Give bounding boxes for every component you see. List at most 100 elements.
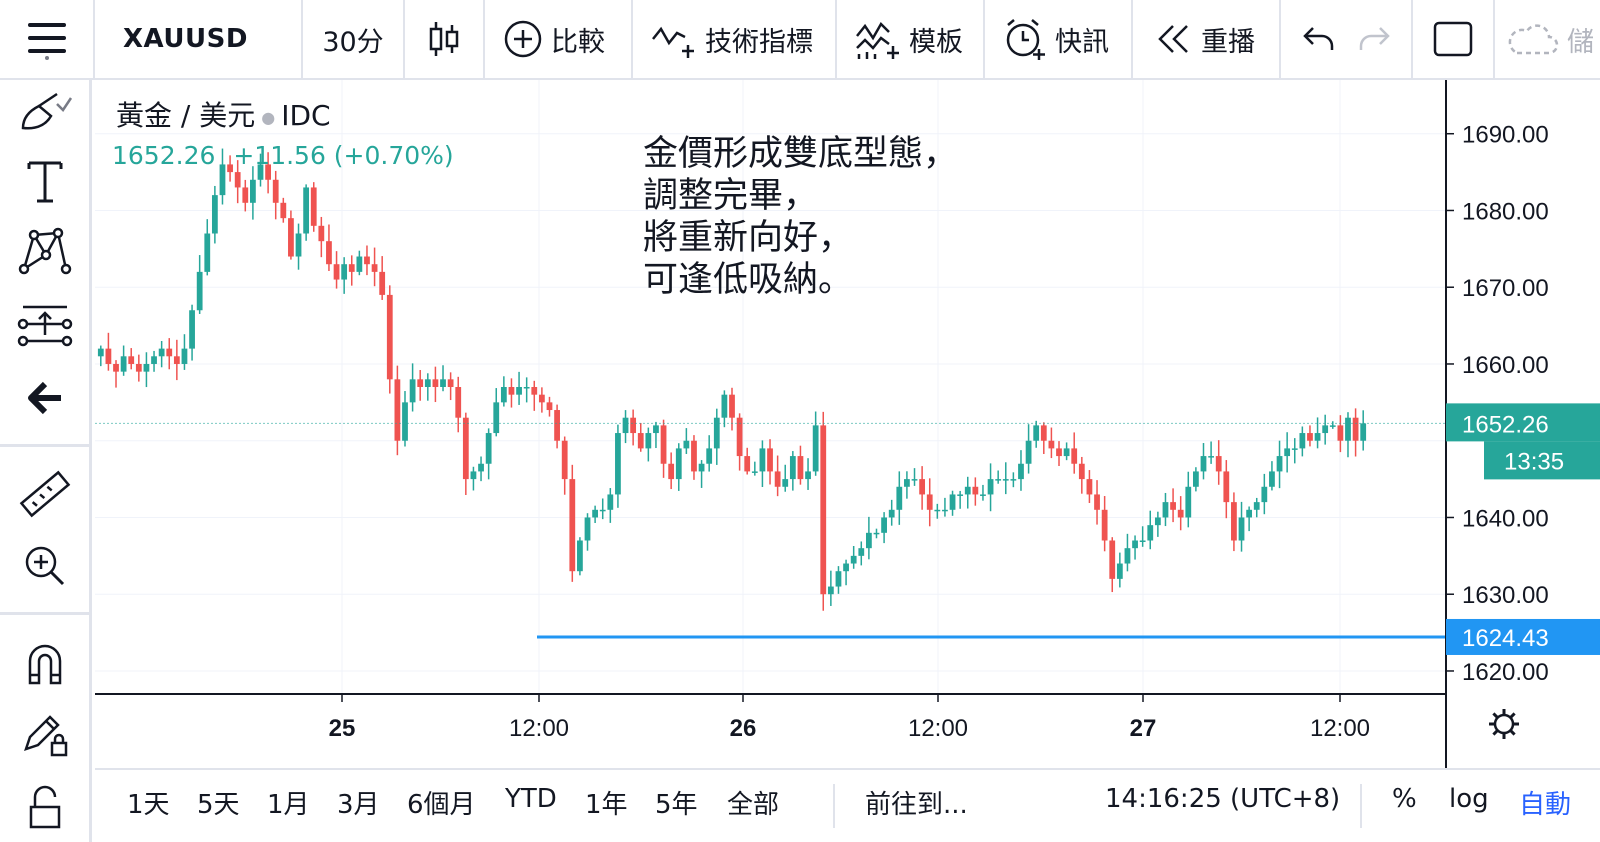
candle bbox=[105, 348, 112, 364]
candle bbox=[1208, 456, 1214, 458]
symbol-search-button[interactable]: XAUUSD bbox=[95, 0, 303, 78]
candle bbox=[751, 471, 758, 473]
range-button[interactable]: 6個月 bbox=[407, 790, 476, 820]
redo-icon[interactable] bbox=[1357, 24, 1391, 54]
price-chart[interactable]: 1690.00 1680.00 1670.00 1660.00 1640.00 1630.… bbox=[95, 80, 1600, 768]
chart-annotation-text[interactable]: 金價形成雙底型態， 調整完畢， 將重新向好， 可逢低吸納。 bbox=[643, 134, 959, 300]
indicator-icon bbox=[652, 26, 694, 58]
price-tick-label: 1640.00 bbox=[1462, 505, 1549, 532]
zoom-in-tool[interactable] bbox=[10, 536, 80, 596]
last-price-badge bbox=[1446, 403, 1600, 442]
range-button[interactable]: 1天 bbox=[127, 790, 170, 820]
candle bbox=[1360, 423, 1367, 441]
candle bbox=[128, 356, 135, 364]
auto-scale-button[interactable]: 自動 bbox=[1519, 790, 1572, 820]
candle bbox=[424, 379, 431, 387]
brush-tool[interactable] bbox=[10, 82, 80, 142]
range-button[interactable]: 全部 bbox=[727, 790, 780, 820]
candle bbox=[729, 394, 735, 418]
candle bbox=[265, 164, 271, 180]
candle bbox=[1048, 440, 1055, 449]
candle bbox=[622, 417, 629, 434]
candle bbox=[865, 532, 872, 549]
settings-gear-tooth bbox=[1509, 729, 1516, 736]
replay-button[interactable]: 重播 bbox=[1133, 0, 1281, 78]
range-button[interactable]: 1年 bbox=[585, 790, 628, 820]
candle bbox=[1147, 525, 1154, 541]
settings-gear-tooth bbox=[1492, 729, 1499, 736]
candle bbox=[318, 225, 325, 242]
percent-scale-button[interactable]: % bbox=[1392, 784, 1417, 814]
candle bbox=[569, 479, 576, 572]
candle bbox=[881, 517, 887, 533]
prediction-tool[interactable] bbox=[10, 294, 80, 354]
candle bbox=[805, 471, 811, 480]
candle bbox=[1337, 425, 1344, 441]
candle bbox=[1056, 448, 1062, 457]
text-icon bbox=[27, 161, 63, 203]
range-button[interactable]: 5年 bbox=[655, 790, 698, 820]
xabcd-pattern-icon bbox=[18, 227, 72, 275]
time-tick-label: 27 bbox=[1130, 715, 1157, 742]
candle bbox=[850, 555, 857, 564]
candle bbox=[211, 195, 218, 234]
zoom-in-icon bbox=[25, 546, 65, 586]
hide-toolbar-button[interactable] bbox=[10, 368, 80, 428]
candle bbox=[835, 571, 842, 587]
candle bbox=[584, 517, 591, 541]
candle bbox=[1086, 479, 1093, 495]
undo-icon[interactable] bbox=[1302, 24, 1336, 54]
clock-timezone[interactable]: 14:16:25 (UTC+8) bbox=[1105, 784, 1341, 814]
candle bbox=[280, 202, 287, 219]
magnet-tool[interactable] bbox=[10, 634, 80, 694]
candle bbox=[645, 433, 652, 449]
candle bbox=[858, 548, 865, 556]
candle bbox=[577, 540, 583, 572]
goto-date-button[interactable]: 前往到... bbox=[865, 790, 968, 820]
menu-button[interactable] bbox=[0, 0, 95, 78]
text-tool[interactable] bbox=[10, 152, 80, 212]
candle bbox=[1071, 448, 1078, 464]
last-price-label: 1652.26 bbox=[1462, 411, 1549, 438]
candle bbox=[531, 387, 538, 395]
candle bbox=[356, 256, 363, 272]
range-button[interactable]: YTD bbox=[505, 784, 557, 814]
measure-tool[interactable] bbox=[10, 464, 80, 524]
candle bbox=[873, 532, 880, 535]
candle bbox=[166, 348, 173, 357]
drawing-toolbar bbox=[0, 80, 92, 842]
log-scale-button[interactable]: log bbox=[1449, 784, 1489, 814]
candle bbox=[1040, 425, 1047, 441]
candle bbox=[1200, 456, 1207, 472]
range-button[interactable]: 1月 bbox=[267, 790, 310, 820]
top-toolbar: XAUUSD 30分 比較 bbox=[0, 0, 1600, 80]
chart-style-button[interactable] bbox=[405, 0, 485, 78]
candle bbox=[843, 563, 849, 572]
candle bbox=[1193, 471, 1199, 487]
chart-legend: 黃金 / 美元 ● IDC bbox=[116, 94, 331, 134]
replay-label: 重播 bbox=[1201, 26, 1255, 58]
templates-button[interactable]: 模板 bbox=[837, 0, 985, 78]
candle bbox=[204, 233, 211, 272]
templates-label: 模板 bbox=[909, 26, 963, 58]
alerts-button[interactable]: 快訊 bbox=[985, 0, 1133, 78]
candle bbox=[957, 494, 964, 496]
range-button[interactable]: 3月 bbox=[337, 790, 380, 820]
candle bbox=[1246, 509, 1253, 518]
candle bbox=[1238, 517, 1245, 541]
fullscreen-button[interactable] bbox=[1413, 0, 1495, 78]
price-tick-label: 1670.00 bbox=[1462, 275, 1549, 302]
candle bbox=[189, 310, 195, 349]
cloud-save-button[interactable]: 儲 bbox=[1495, 0, 1600, 78]
unlock-tool[interactable] bbox=[10, 776, 80, 836]
interval-button[interactable]: 30分 bbox=[303, 0, 405, 78]
indicators-button[interactable]: 技術指標 bbox=[633, 0, 837, 78]
compare-button[interactable]: 比較 bbox=[485, 0, 633, 78]
candle bbox=[561, 440, 568, 480]
separator-dot-icon: ● bbox=[261, 107, 276, 127]
lock-drawings-tool[interactable] bbox=[10, 704, 80, 764]
candle bbox=[1170, 502, 1176, 510]
range-button[interactable]: 5天 bbox=[197, 790, 240, 820]
pattern-tool[interactable] bbox=[10, 222, 80, 282]
candle bbox=[904, 479, 910, 487]
